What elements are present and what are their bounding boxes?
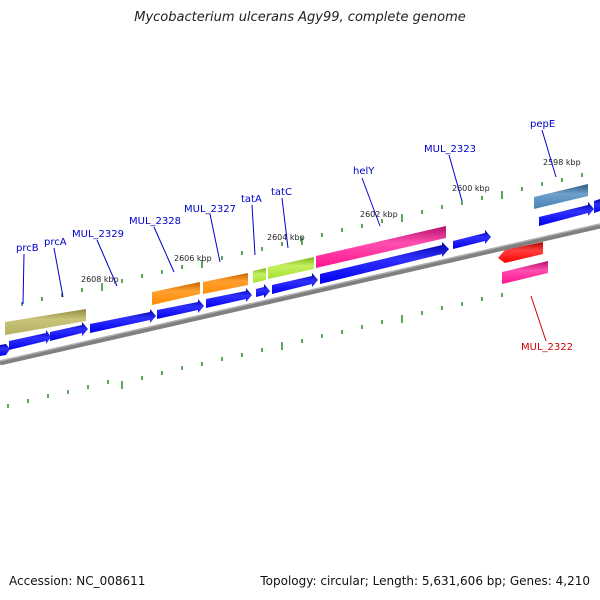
inner-tick-row (7, 293, 503, 408)
kbp-label-2604: 2604 kbp (267, 233, 305, 242)
gene-label-MUL_2328: MUL_2328 (129, 216, 181, 227)
gene-label-prcB: prcB (16, 243, 39, 254)
cds-arrow-tatC[interactable] (272, 273, 318, 294)
cds-arrow-reverse-MUL_2322[interactable] (498, 242, 543, 263)
cds-arrow-helY[interactable] (320, 242, 449, 284)
cds-arrow-MUL_2329[interactable] (90, 309, 156, 333)
gene-label-MUL_2323: MUL_2323 (424, 144, 476, 155)
gene-label-MUL_2327: MUL_2327 (184, 204, 236, 215)
gene-bar-tatA-lime[interactable] (253, 268, 266, 283)
gene-bar-pepE-steelblue[interactable] (534, 184, 588, 209)
cds-arrow-forward-end[interactable] (594, 199, 600, 213)
outer-tick-row (21, 173, 583, 306)
gene-bar-MUL_2327-orange[interactable] (203, 273, 248, 294)
genome-backbone-highlight (0, 223, 600, 362)
cds-arrow-MUL_2323[interactable] (453, 230, 491, 249)
gene-label-MUL_2322: MUL_2322 (521, 342, 573, 353)
kbp-label-2600: 2600 kbp (452, 184, 490, 193)
gene-bar-prcB-prcA-olive[interactable] (5, 309, 86, 335)
kbp-label-2602: 2602 kbp (360, 210, 398, 219)
cds-arrow-MUL_2327[interactable] (206, 288, 252, 308)
footer-summary: Topology: circular; Length: 5,631,606 bp… (260, 574, 590, 588)
gene-label-prcA: prcA (44, 237, 67, 248)
kbp-label-2598: 2598 kbp (543, 158, 581, 167)
gene-label-pepE: pepE (530, 119, 555, 130)
kbp-label-2608: 2608 kbp (81, 275, 119, 284)
gene-bar-tatC-lime[interactable] (268, 257, 314, 279)
gene-label-tatA: tatA (241, 194, 262, 205)
gene-label-MUL_2329: MUL_2329 (72, 229, 124, 240)
map-title: Mycobacterium ulcerans Agy99, complete g… (134, 10, 466, 25)
cds-arrow-MUL_2328[interactable] (157, 299, 204, 319)
cds-arrow-pepE[interactable] (539, 202, 594, 226)
cds-arrow-forward-0[interactable] (0, 344, 10, 356)
gene-label-tatC: tatC (271, 187, 292, 198)
genome-backbone (0, 223, 600, 366)
cds-arrow-prcB[interactable] (9, 330, 51, 350)
cds-arrow-tatA[interactable] (256, 284, 270, 298)
footer-accession: Accession: NC_008611 (9, 574, 146, 588)
gene-bar-MUL_2322-pink[interactable] (502, 261, 548, 284)
gene-bar-helY-pink[interactable] (316, 226, 446, 268)
cds-arrow-prcA[interactable] (50, 322, 88, 341)
gene-label-helY: helY (353, 166, 375, 177)
gene-bar-MUL_2328-orange[interactable] (152, 282, 200, 305)
label-leader-lines (22, 129, 557, 342)
kbp-label-2606: 2606 kbp (174, 254, 212, 263)
